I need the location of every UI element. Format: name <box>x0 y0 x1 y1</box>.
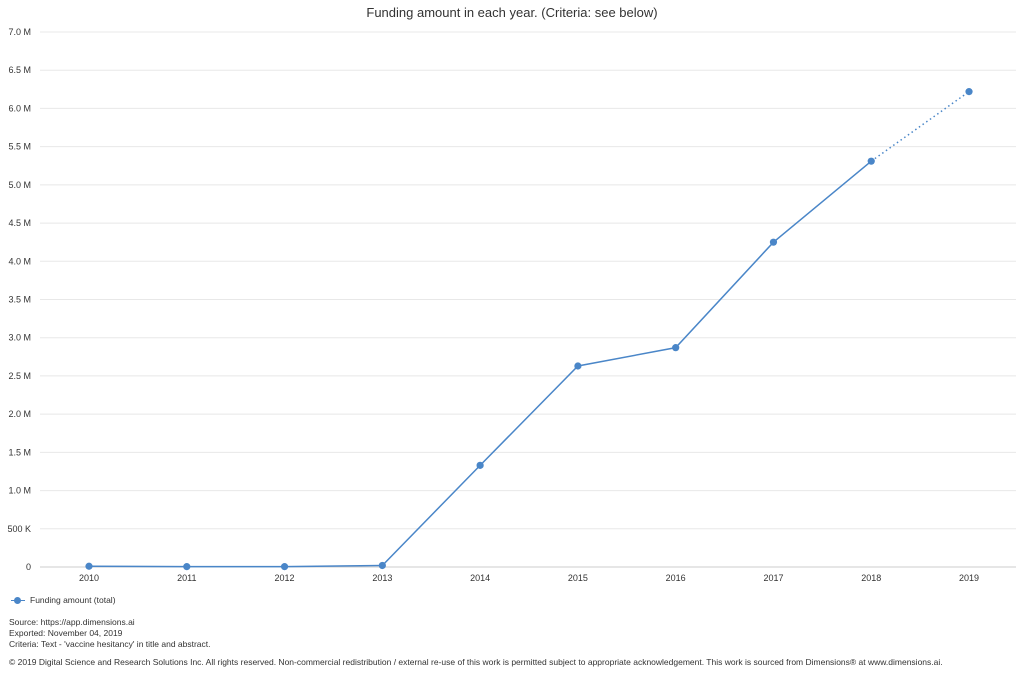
footer-criteria: Criteria: Text - 'vaccine hesitancy' in … <box>9 639 211 649</box>
series-line <box>88 160 872 568</box>
x-tick-label: 2014 <box>470 573 490 583</box>
footer-source: Source: https://app.dimensions.ai <box>9 617 135 627</box>
legend-label: Funding amount (total) <box>30 595 116 605</box>
x-tick-label: 2012 <box>275 573 295 583</box>
data-point[interactable] <box>867 157 875 165</box>
data-point[interactable] <box>476 461 484 469</box>
data-point[interactable] <box>85 562 93 570</box>
x-tick-label: 2010 <box>79 573 99 583</box>
line-chart: Funding amount in each year. (Criteria: … <box>7 5 1016 583</box>
data-point[interactable] <box>378 561 386 570</box>
legend[interactable]: Funding amount (total) <box>11 595 116 605</box>
y-tick-label: 6.5 M <box>8 65 31 75</box>
y-tick-label: 7.0 M <box>8 27 31 37</box>
y-tick-label: 1.5 M <box>8 447 31 457</box>
x-tick-label: 2013 <box>372 573 392 583</box>
legend-marker-icon <box>11 595 25 605</box>
series-line-projection <box>870 91 970 162</box>
y-tick-label: 1.0 M <box>8 486 31 496</box>
x-tick-label: 2018 <box>861 573 881 583</box>
x-axis-ticks: 2010 2011 2012 2013 2014 2015 2016 2017 2018 2019 <box>79 573 979 583</box>
x-tick-label: 2017 <box>763 573 783 583</box>
grid-lines <box>40 31 1016 568</box>
y-axis-ticks: 0 500 K 1.0 M 1.5 M 2.0 M 2.5 M 3.0 M 3.5 M 4.0 … <box>7 27 31 572</box>
y-tick-label: 6.0 M <box>8 103 31 113</box>
data-point[interactable] <box>672 344 680 352</box>
data-point[interactable] <box>574 362 582 370</box>
y-tick-label: 2.5 M <box>8 371 31 381</box>
series-layer <box>85 88 973 571</box>
y-tick-label: 5.5 M <box>8 142 31 152</box>
y-tick-label: 0 <box>26 562 31 572</box>
y-tick-label: 3.5 M <box>8 295 31 305</box>
x-tick-label: 2011 <box>177 573 196 583</box>
y-tick-label: 500 K <box>7 524 31 534</box>
y-tick-label: 5.0 M <box>8 180 31 190</box>
chart-title: Funding amount in each year. (Criteria: … <box>366 5 657 20</box>
x-tick-label: 2016 <box>666 573 686 583</box>
data-point[interactable] <box>183 563 191 571</box>
y-tick-label: 2.0 M <box>8 409 31 419</box>
data-point[interactable] <box>965 88 973 96</box>
y-tick-label: 4.0 M <box>8 256 31 266</box>
footer-exported: Exported: November 04, 2019 <box>9 628 123 638</box>
y-tick-label: 3.0 M <box>8 333 31 343</box>
y-tick-label: 4.5 M <box>8 218 31 228</box>
footer-copyright: © 2019 Digital Science and Research Solu… <box>9 657 943 667</box>
data-point[interactable] <box>769 238 778 246</box>
x-tick-label: 2019 <box>959 573 979 583</box>
x-tick-label: 2015 <box>568 573 588 583</box>
data-point[interactable] <box>280 563 289 571</box>
